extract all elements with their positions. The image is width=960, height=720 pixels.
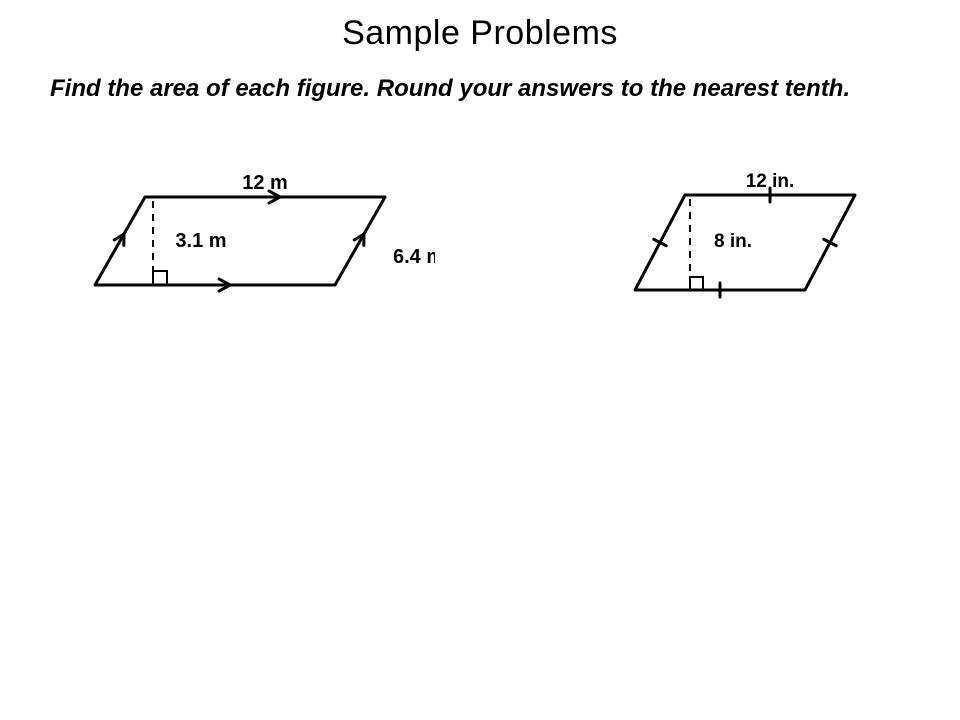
svg-text:3.1 m: 3.1 m: [175, 230, 226, 252]
page: Sample Problems Find the area of each fi…: [0, 0, 960, 720]
figure2-svg: 12 in. 8 in.: [595, 165, 895, 335]
svg-text:8 in.: 8 in.: [714, 231, 752, 252]
instructions-text: Find the area of each figure. Round your…: [50, 74, 910, 104]
svg-text:12 m: 12 m: [242, 172, 288, 194]
figure1-svg: 12 m 3.1 m 6.4 m: [55, 165, 435, 335]
svg-text:12 in.: 12 in.: [746, 171, 795, 192]
page-title: Sample Problems: [0, 14, 960, 53]
figure-rhombus: 12 in. 8 in.: [595, 165, 895, 335]
figure-parallelogram: 12 m 3.1 m 6.4 m: [55, 165, 435, 335]
svg-text:6.4 m: 6.4 m: [393, 246, 435, 268]
